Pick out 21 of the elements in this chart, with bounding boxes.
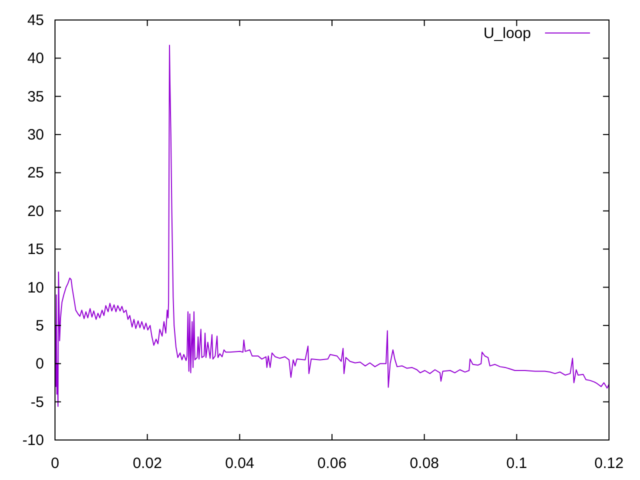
x-tick-label: 0.06 [317, 455, 347, 472]
x-tick-label: 0.12 [594, 455, 624, 472]
y-tick-label: -10 [22, 432, 44, 449]
legend-label: U_loop [483, 25, 531, 42]
line-series [54, 44, 610, 407]
y-tick-label: 10 [27, 279, 44, 296]
y-tick-label: 20 [27, 202, 44, 220]
x-tick-label: 0.08 [410, 455, 439, 472]
y-tick-label: 5 [36, 317, 44, 334]
y-tick-label: 45 [27, 12, 44, 29]
y-tick-label: 25 [27, 164, 44, 182]
x-tick-label: 0.1 [506, 455, 528, 472]
x-tick-label: 0 [50, 455, 60, 472]
y-tick-label: -5 [30, 394, 44, 411]
x-tick-label: 0.02 [132, 455, 162, 472]
x-tick-label: 0.04 [225, 455, 254, 472]
y-tick-label: 15 [27, 241, 44, 258]
y-tick-label: 30 [27, 126, 44, 144]
y-tick-label: 40 [27, 50, 44, 68]
y-tick-label: 35 [27, 88, 44, 106]
y-tick-label: 0 [36, 356, 44, 373]
